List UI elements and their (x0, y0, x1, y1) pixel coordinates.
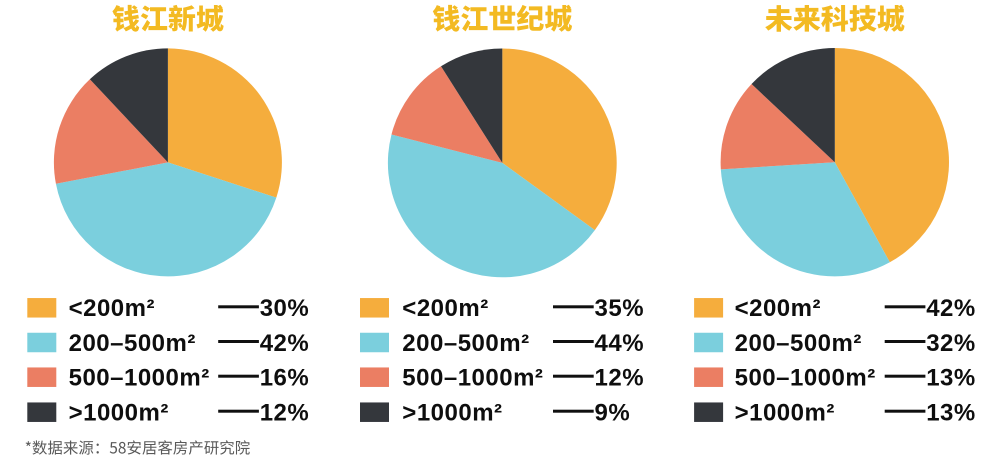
svg-text:16%: 16% (260, 365, 310, 392)
svg-text:30%: 30% (260, 295, 310, 322)
svg-text:42%: 42% (260, 330, 310, 357)
svg-text:32%: 32% (926, 330, 976, 357)
svg-text:>1000m²: >1000m² (402, 400, 502, 427)
svg-text:35%: 35% (595, 295, 645, 322)
svg-text:42%: 42% (926, 295, 976, 322)
svg-text:>1000m²: >1000m² (735, 400, 835, 427)
svg-text:200–500m²: 200–500m² (69, 330, 196, 357)
svg-text:500–1000m²: 500–1000m² (69, 365, 210, 392)
svg-text:>1000m²: >1000m² (69, 400, 169, 427)
svg-text:9%: 9% (595, 400, 631, 427)
svg-text:<200m²: <200m² (402, 295, 488, 322)
svg-text:44%: 44% (595, 330, 645, 357)
svg-text:<200m²: <200m² (69, 295, 155, 322)
svg-text:13%: 13% (926, 365, 976, 392)
svg-text:200–500m²: 200–500m² (402, 330, 529, 357)
svg-text:13%: 13% (926, 400, 976, 427)
svg-text:12%: 12% (595, 365, 645, 392)
svg-text:12%: 12% (260, 400, 310, 427)
svg-text:500–1000m²: 500–1000m² (735, 365, 876, 392)
svg-text:500–1000m²: 500–1000m² (402, 365, 543, 392)
svg-text:200–500m²: 200–500m² (735, 330, 862, 357)
svg-text:<200m²: <200m² (735, 295, 821, 322)
